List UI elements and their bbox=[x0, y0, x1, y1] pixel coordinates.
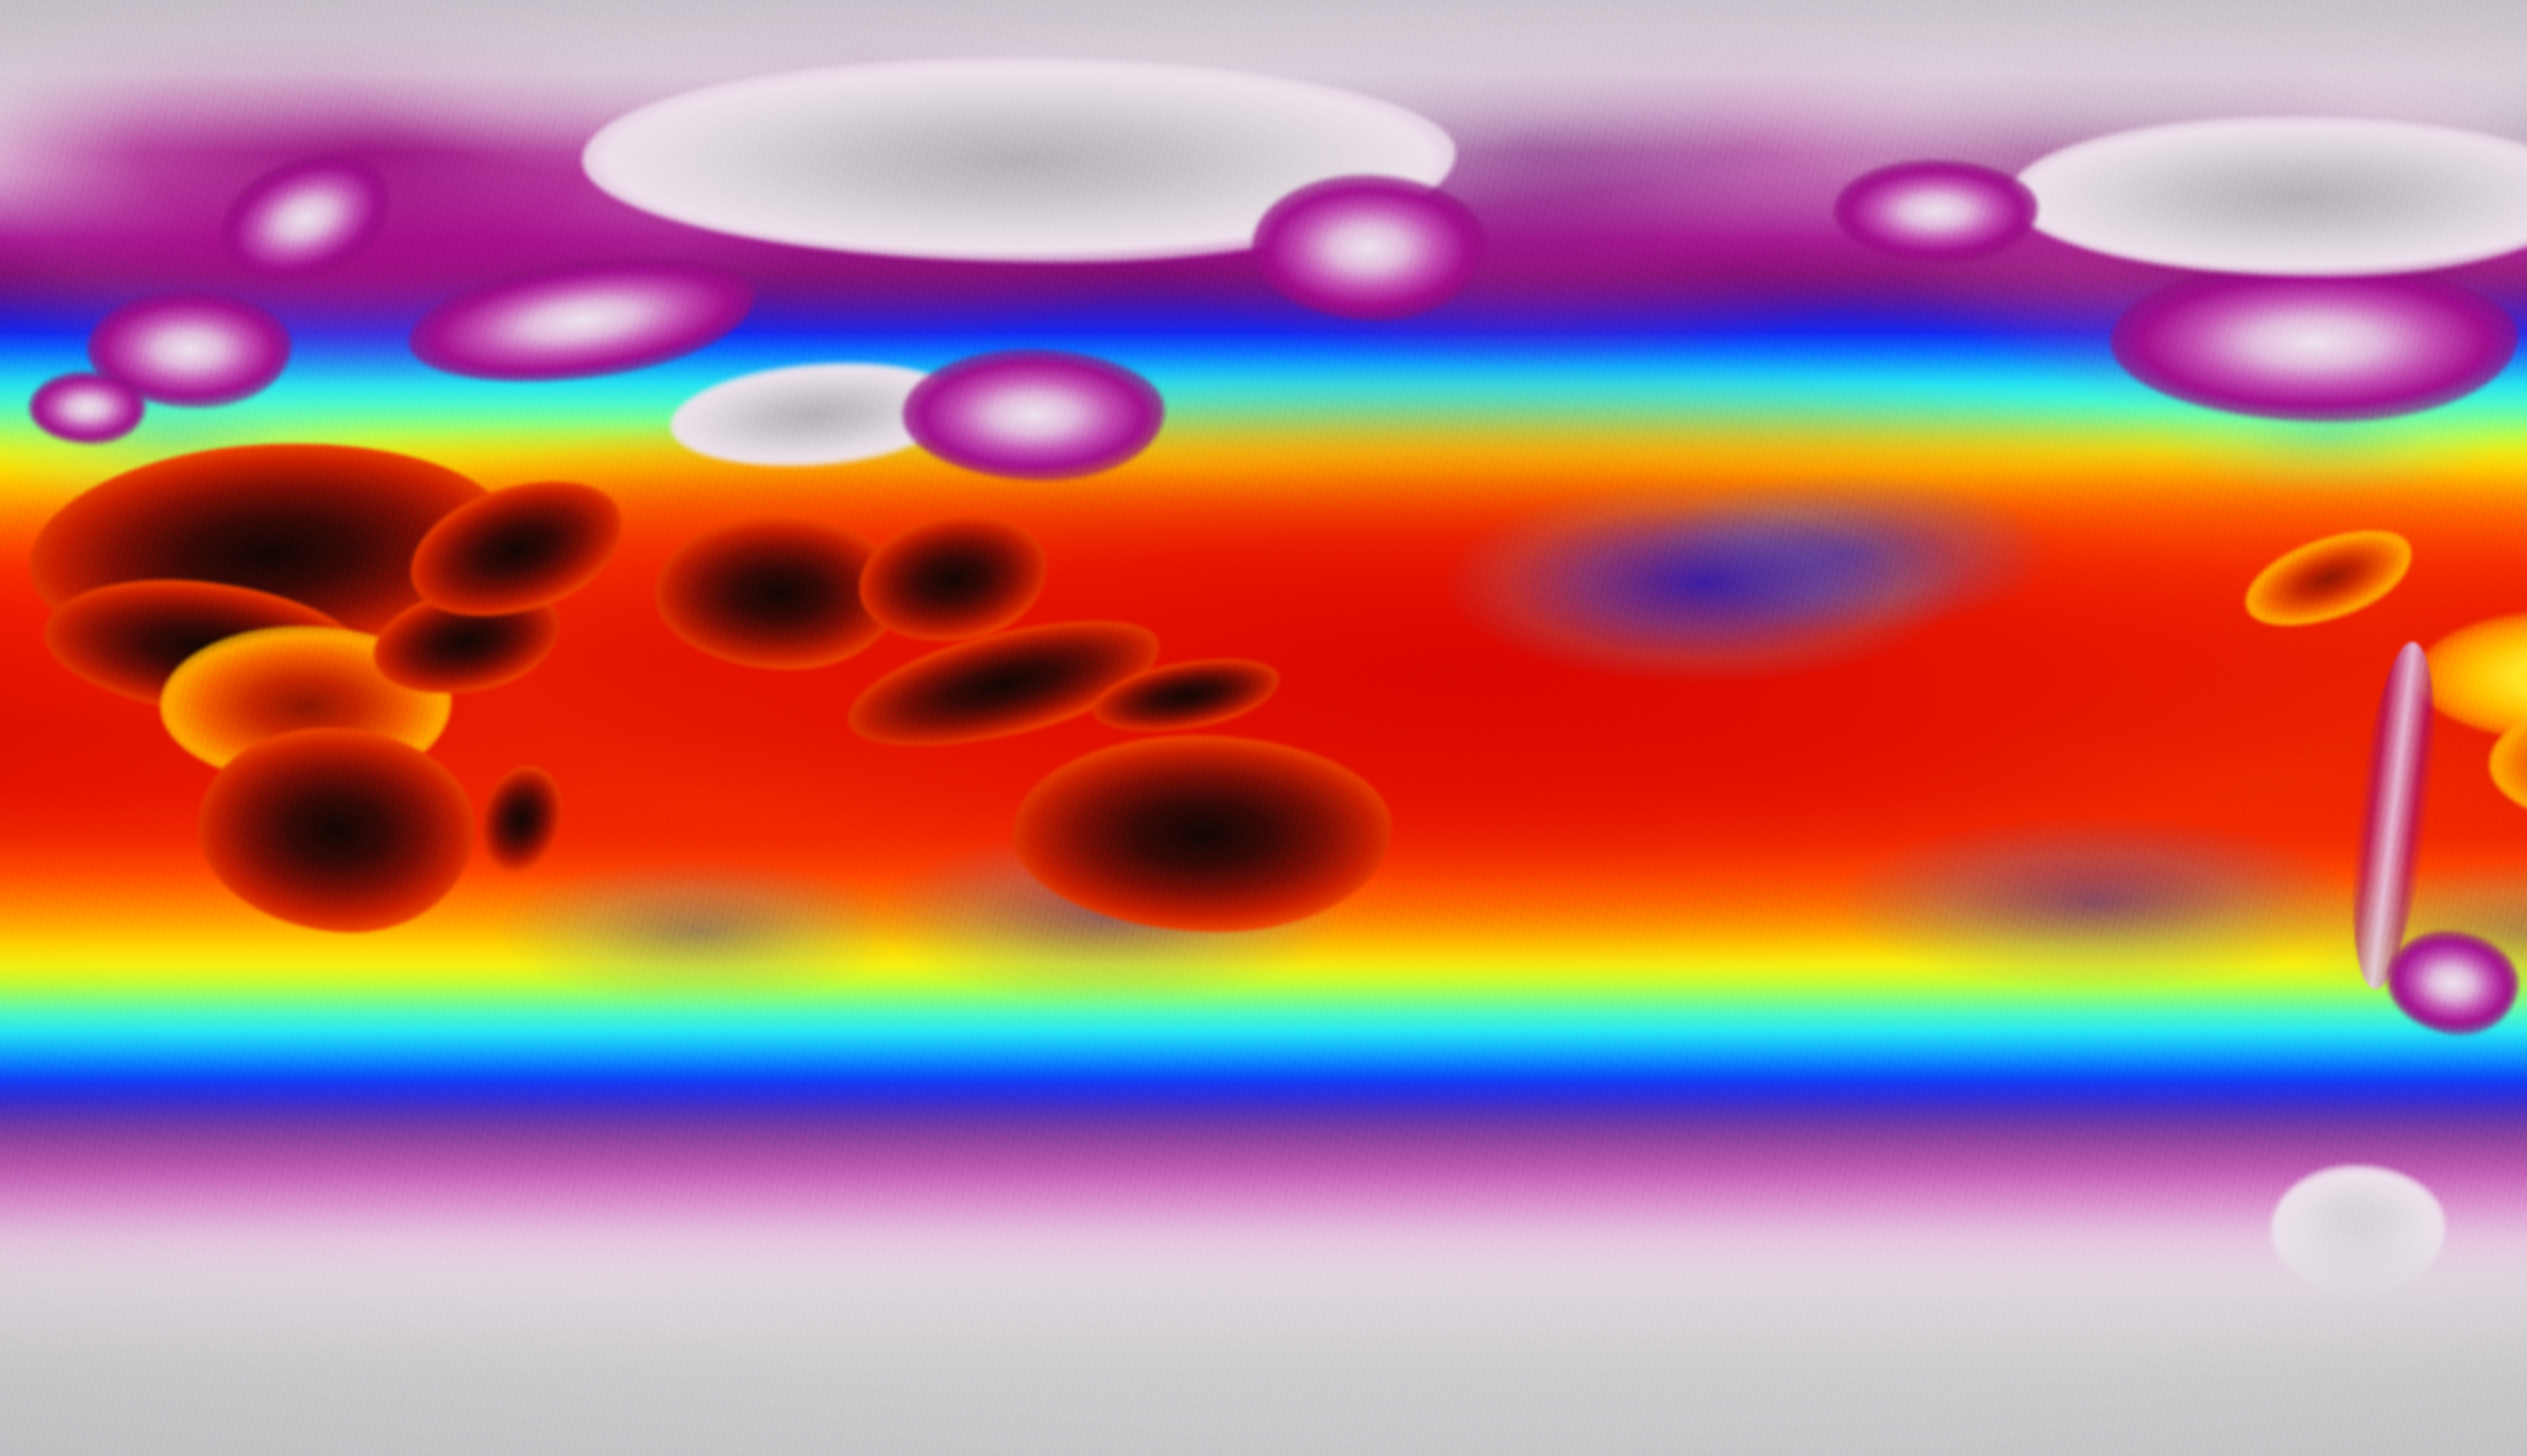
vignette bbox=[0, 0, 2527, 1456]
global-temperature-map: Global Surface Air Temperature 2-meter a… bbox=[0, 0, 2527, 1456]
